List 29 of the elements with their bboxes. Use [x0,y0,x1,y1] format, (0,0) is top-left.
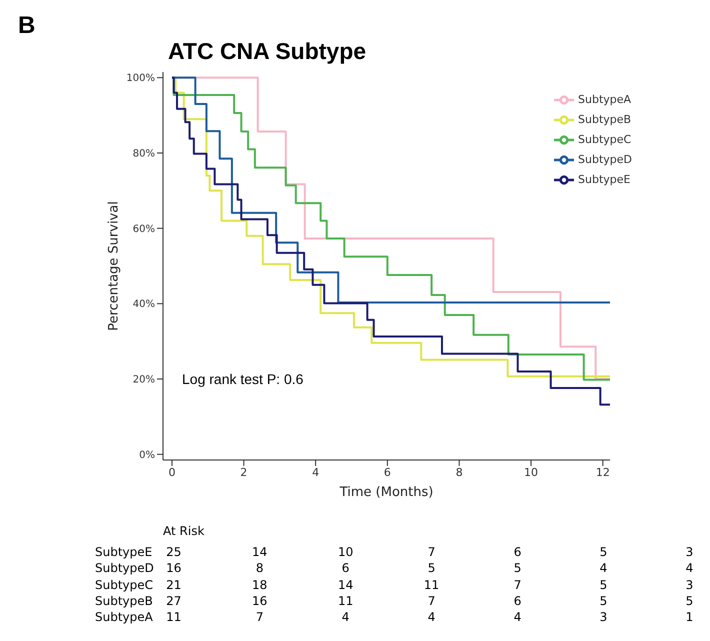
text: SubtypeA 11 7 4 4 4 3 1 [95,610,694,624]
chart-title: ATC CNA Subtype [168,38,366,65]
text: SubtypeC 21 18 14 11 7 5 3 [95,578,694,592]
legend-label: SubtypeD [578,153,632,166]
text: SubtypeB 27 16 11 7 6 5 5 [95,594,694,608]
text: SubtypeD 16 8 6 5 5 4 4 [95,561,694,576]
text: At Risk [163,524,204,538]
y-tick-label: 0% [139,450,155,461]
y-axis-title: Percentage Survival [106,201,122,331]
text: B [18,12,36,40]
y-tick-label: 20% [132,374,155,386]
y-tick-label: 100% [126,73,155,84]
x-tick-label: 8 [456,466,463,479]
legend-label: SubtypeA [578,93,632,106]
text: SubtypeE 25 14 10 7 6 5 3 [95,545,694,559]
y-tick-label: 60% [132,224,155,235]
x-tick-label: 6 [384,466,391,479]
x-tick-label: 0 [168,466,176,479]
x-tick-label: 2 [240,466,248,479]
y-tick-label: 80% [132,148,155,160]
legend-label: SubtypeE [578,173,630,186]
x-tick-label: 12 [596,466,610,479]
x-tick-label: 10 [524,466,538,479]
x-tick-label: 4 [312,466,320,479]
legend-label: SubtypeC [578,133,632,146]
annotation: Log rank test P: 0.6 [182,371,304,387]
y-tick-label: 40% [132,299,155,310]
legend-label: SubtypeB [578,113,632,126]
x-axis-title: Time (Months) [338,485,434,500]
